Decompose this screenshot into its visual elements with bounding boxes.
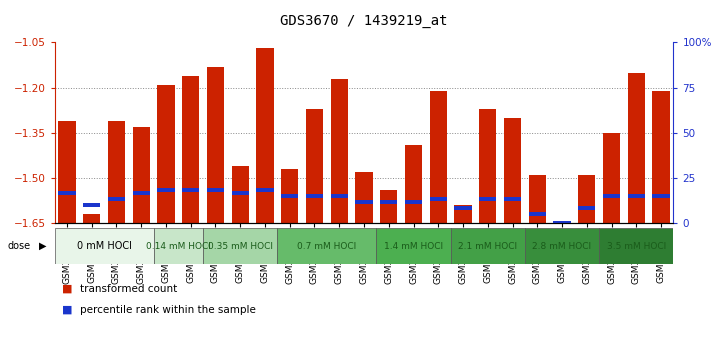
Bar xyxy=(603,133,620,223)
Bar xyxy=(652,194,670,198)
Bar xyxy=(58,191,76,195)
Text: GDS3670 / 1439219_at: GDS3670 / 1439219_at xyxy=(280,14,448,28)
Text: ■: ■ xyxy=(62,284,72,293)
Bar xyxy=(355,200,373,204)
Bar xyxy=(83,203,100,207)
Bar xyxy=(232,191,249,195)
Bar xyxy=(331,194,348,198)
Bar xyxy=(83,214,100,223)
Bar xyxy=(182,188,199,192)
Bar xyxy=(277,228,376,264)
Bar xyxy=(154,228,203,264)
Bar xyxy=(108,121,125,223)
Bar xyxy=(454,205,472,223)
Bar xyxy=(281,169,298,223)
Bar xyxy=(306,109,323,223)
Bar xyxy=(306,194,323,198)
Bar xyxy=(157,188,175,192)
Bar xyxy=(203,228,277,264)
Text: 0.14 mM HOCl: 0.14 mM HOCl xyxy=(146,241,211,251)
Bar xyxy=(479,197,496,201)
Bar xyxy=(132,191,150,195)
Text: 3.5 mM HOCl: 3.5 mM HOCl xyxy=(606,241,666,251)
Bar xyxy=(132,127,150,223)
Bar xyxy=(451,228,525,264)
Text: 2.8 mM HOCl: 2.8 mM HOCl xyxy=(532,241,592,251)
Bar xyxy=(207,188,224,192)
Bar xyxy=(529,212,546,216)
Bar xyxy=(256,188,274,192)
Bar xyxy=(182,75,199,223)
Bar xyxy=(405,145,422,223)
Bar xyxy=(628,73,645,223)
Text: 0 mM HOCl: 0 mM HOCl xyxy=(76,241,132,251)
Text: percentile rank within the sample: percentile rank within the sample xyxy=(80,305,256,315)
Bar xyxy=(430,197,447,201)
Bar xyxy=(380,200,397,204)
Bar xyxy=(553,221,571,225)
Bar xyxy=(108,197,125,201)
Text: transformed count: transformed count xyxy=(80,284,178,293)
Text: dose: dose xyxy=(7,241,31,251)
Text: ■: ■ xyxy=(62,305,72,315)
Bar xyxy=(232,166,249,223)
Text: 0.35 mM HOCl: 0.35 mM HOCl xyxy=(207,241,273,251)
Text: 2.1 mM HOCl: 2.1 mM HOCl xyxy=(458,241,518,251)
Text: ▶: ▶ xyxy=(39,241,46,251)
Bar xyxy=(603,194,620,198)
Bar xyxy=(479,109,496,223)
Bar xyxy=(157,85,175,223)
Bar xyxy=(405,200,422,204)
Bar xyxy=(256,48,274,223)
Bar xyxy=(525,228,599,264)
Bar xyxy=(652,91,670,223)
Bar xyxy=(578,206,596,210)
Bar xyxy=(331,79,348,223)
Bar xyxy=(281,194,298,198)
Bar xyxy=(355,172,373,223)
Bar xyxy=(58,121,76,223)
Bar xyxy=(599,228,673,264)
Bar xyxy=(529,175,546,223)
Bar xyxy=(578,175,596,223)
Bar xyxy=(454,206,472,210)
Bar xyxy=(430,91,447,223)
Bar xyxy=(55,228,154,264)
Bar xyxy=(628,194,645,198)
Text: 0.7 mM HOCl: 0.7 mM HOCl xyxy=(297,241,357,251)
Bar xyxy=(376,228,451,264)
Bar xyxy=(380,190,397,223)
Text: 1.4 mM HOCl: 1.4 mM HOCl xyxy=(384,241,443,251)
Bar xyxy=(504,197,521,201)
Bar xyxy=(207,67,224,223)
Bar xyxy=(504,118,521,223)
